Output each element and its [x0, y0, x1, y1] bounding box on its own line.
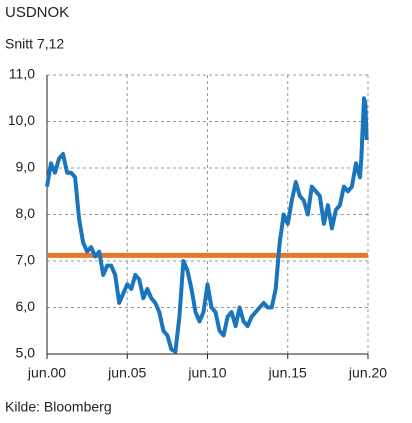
x-tick-label: jun.00: [27, 365, 66, 381]
x-tick-label: jun.10: [187, 365, 226, 381]
y-tick-label: 6,0: [16, 298, 36, 314]
y-tick-label: 8,0: [16, 205, 36, 221]
source: Kilde: Bloomberg: [5, 399, 112, 415]
average-label: Snitt 7,12: [5, 36, 64, 52]
y-tick-label: 7,0: [16, 252, 36, 268]
chart-title: USDNOK: [5, 4, 69, 21]
x-tick-label: jun.20: [348, 365, 387, 381]
y-tick-label: 5,0: [16, 345, 36, 361]
data-line: [45, 96, 369, 354]
y-tick-label: 11,0: [9, 66, 35, 82]
y-tick-label: 9,0: [16, 159, 36, 175]
y-tick-label: 10,0: [8, 112, 35, 128]
x-tick-label: jun.05: [107, 365, 146, 381]
x-tick-label: jun.15: [268, 365, 307, 381]
